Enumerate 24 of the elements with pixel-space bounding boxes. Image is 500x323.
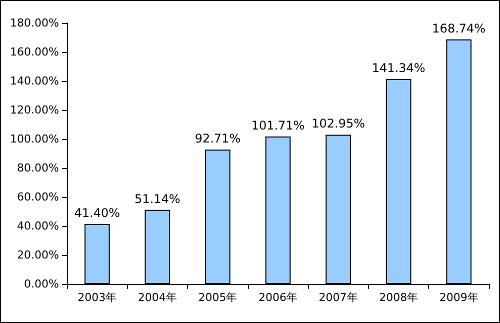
data-label: 141.34% [372,61,426,76]
x-tick-label: 2006年 [258,291,298,304]
y-tick-label: 20.00% [17,248,59,262]
x-tick-label: 2003年 [78,291,117,304]
x-tick-label: 2009年 [439,291,478,304]
y-tick-label: 120.00% [10,104,59,116]
y-tick-label: 100.00% [10,132,59,146]
y-tick-label: 140.00% [10,74,59,88]
y-tick-label: 180.00% [10,16,59,30]
x-tick-label: 2008年 [379,291,418,304]
x-tick-label: 2004年 [138,291,177,304]
x-tick-label: 2005年 [198,291,238,304]
x-tick-label: 2007年 [318,291,358,304]
data-label: 41.40% [74,206,120,220]
data-label: 101.71% [251,118,305,133]
y-tick-label: 60.00% [17,190,59,204]
data-label: 92.71% [194,132,241,146]
y-tick-label: 160.00% [10,46,59,58]
data-label: 51.14% [134,192,180,206]
y-tick-label: 40.00% [17,220,59,232]
y-tick-label: 80.00% [17,162,59,174]
data-label: 168.74% [432,21,486,36]
data-label: 102.95% [312,116,365,131]
y-tick-label: 0.00% [24,278,59,290]
